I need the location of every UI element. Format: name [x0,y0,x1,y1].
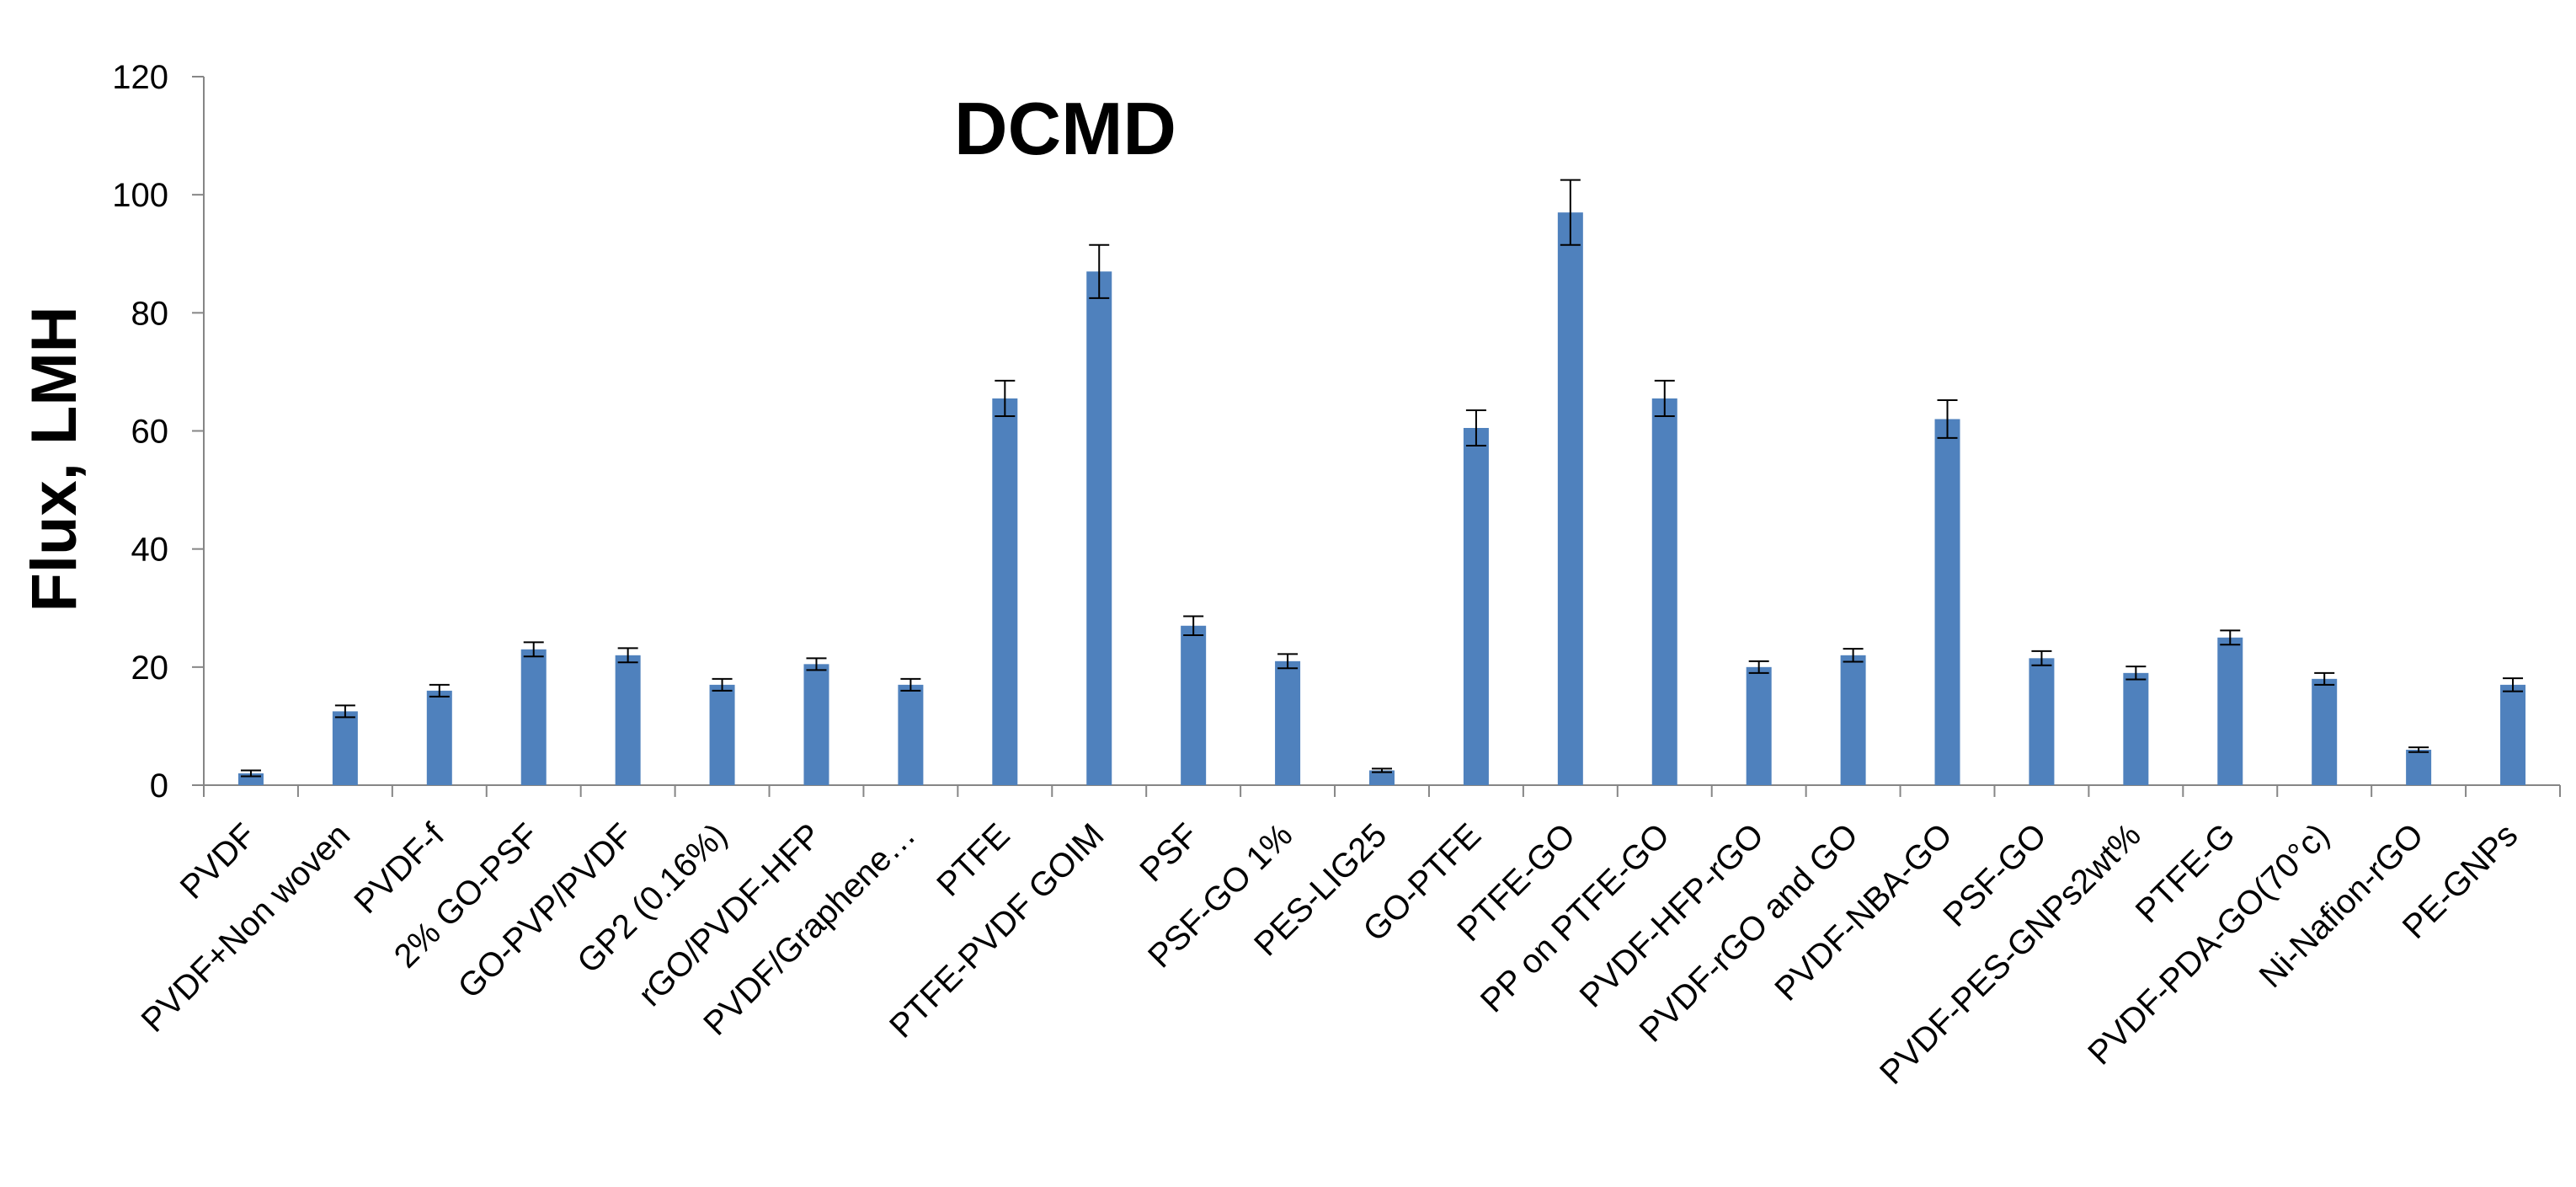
bar [2500,684,2526,785]
bar [2406,749,2432,785]
bar [709,684,735,785]
category-label: PVDF-NBA-GO [1768,816,1960,1008]
bar [1934,419,1960,785]
y-tick-label: 120 [112,59,168,96]
category-label: PSF [1133,816,1205,889]
bar [1746,666,1772,785]
bar [898,684,924,785]
bar [520,649,547,785]
y-axis-title: Flux, LMH [19,306,90,612]
bar [992,398,1018,785]
bar [803,664,829,785]
bar [426,690,452,785]
bar [332,711,358,785]
bar [1369,770,1395,785]
bar [1086,271,1112,785]
bar [2123,672,2149,785]
bar [615,655,641,785]
bar [2029,658,2055,785]
y-tick-label: 40 [131,532,169,569]
y-tick-label: 0 [150,767,168,805]
chart-title: DCMD [954,87,1176,170]
category-label: PTFE [930,816,1016,903]
bar [1463,427,1489,785]
bar [1275,660,1301,785]
bar [1181,625,1207,785]
y-tick-label: 80 [131,295,169,332]
bar [1840,655,1866,785]
y-tick-label: 100 [112,177,168,214]
bar [2312,678,2338,785]
y-tick-label: 60 [131,414,169,451]
category-label: GO-PVP/PVDF [451,816,640,1005]
bar [1557,212,1583,786]
category-label: Ni-Nafion-rGO [2253,816,2431,995]
bar [1651,398,1677,785]
category-label: PVDF [173,816,264,906]
y-tick-label: 20 [131,650,169,687]
bar [2217,637,2243,785]
